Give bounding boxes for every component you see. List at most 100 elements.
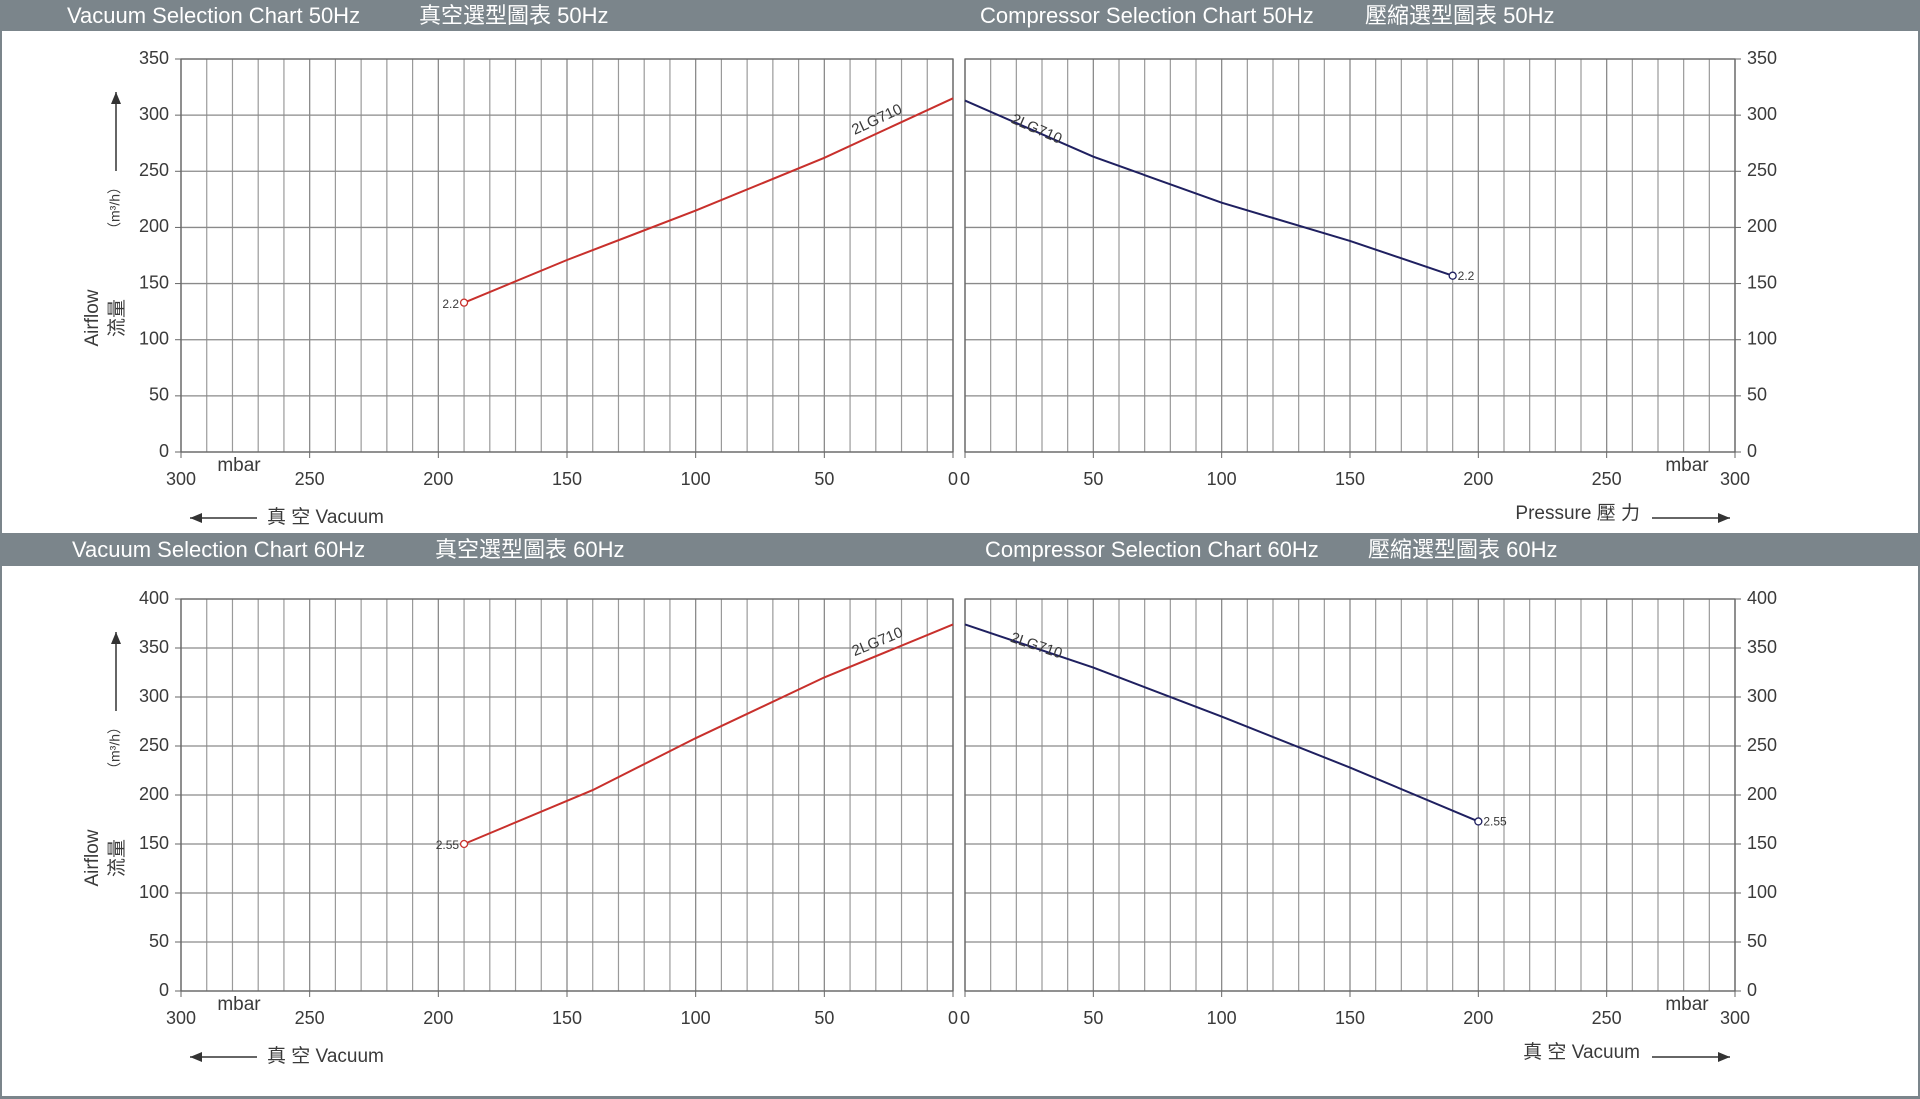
x-tick-label: 200: [1463, 1008, 1493, 1028]
chart-title: Compressor Selection Chart 50Hz: [980, 3, 1314, 28]
panel: [2, 31, 1918, 533]
arrow-head: [1718, 513, 1730, 523]
y-tick-label: 0: [159, 980, 169, 1000]
y-tick-label: 100: [1747, 882, 1777, 902]
y-tick-label: 250: [139, 735, 169, 755]
y-tick-label: 50: [149, 385, 169, 405]
x-tick-label: 250: [1592, 469, 1622, 489]
y-tick-label: 150: [139, 272, 169, 292]
x-unit-label: mbar: [1665, 994, 1709, 1015]
x-tick-label: 250: [1592, 1008, 1622, 1028]
x-tick-label: 300: [1720, 469, 1750, 489]
x-tick-label: 100: [681, 469, 711, 489]
x-tick-label: 150: [1335, 1008, 1365, 1028]
data-point: [1448, 271, 1457, 280]
x-tick-label: 150: [552, 1008, 582, 1028]
y-tick-label: 300: [1747, 104, 1777, 124]
plot-frame: [180, 58, 954, 453]
x-axis-label: 真 空 Vacuum: [267, 1045, 384, 1067]
arrow-head: [111, 632, 121, 644]
point-label: 2.2: [1458, 269, 1475, 283]
y-tick-label: 50: [1747, 385, 1767, 405]
plot-frame: [180, 598, 954, 992]
x-tick-label: 50: [814, 469, 834, 489]
x-tick-label: 200: [423, 1008, 453, 1028]
y-tick-label: 50: [1747, 931, 1767, 951]
x-tick-label: 200: [423, 469, 453, 489]
data-point: [459, 839, 469, 849]
x-tick-label: 100: [681, 1008, 711, 1028]
y-tick-label: 350: [139, 637, 169, 657]
header-bar: [0, 0, 1920, 31]
y-tick-label: 0: [1747, 980, 1757, 1000]
data-point: [459, 298, 469, 307]
x-tick-label: 100: [1207, 469, 1237, 489]
series-line: [463, 97, 954, 304]
data-point: [1474, 817, 1483, 826]
x-tick-label: 150: [552, 469, 582, 489]
y-tick-label: 300: [139, 104, 169, 124]
y-tick-label: 200: [1747, 216, 1777, 236]
arrow-head: [190, 513, 202, 523]
header-bar: [0, 535, 1920, 566]
y-tick-label: 350: [1747, 48, 1777, 68]
series-line: [964, 623, 1479, 823]
y-tick-label: 300: [139, 686, 169, 706]
y-tick-label: 150: [139, 833, 169, 853]
x-tick-label: 0: [960, 469, 970, 489]
series-line: [463, 623, 954, 845]
x-tick-label: 0: [948, 469, 958, 489]
point-label: 2.2: [442, 297, 459, 311]
y-axis-label-zh: 流量: [106, 839, 128, 877]
plot-frame: [964, 598, 1736, 992]
x-tick-label: 150: [1335, 469, 1365, 489]
y-tick-label: 400: [139, 588, 169, 608]
x-tick-label: 250: [295, 469, 325, 489]
x-tick-label: 0: [960, 1008, 970, 1028]
x-axis-label: 真 空 Vacuum: [267, 506, 384, 528]
series-line: [964, 99, 1453, 277]
y-tick-label: 350: [1747, 637, 1777, 657]
x-tick-label: 100: [1207, 1008, 1237, 1028]
y-tick-label: 200: [1747, 784, 1777, 804]
y-axis-label-zh: 流量: [106, 299, 128, 337]
y-tick-label: 150: [1747, 833, 1777, 853]
x-tick-label: 200: [1463, 469, 1493, 489]
x-tick-label: 50: [1083, 469, 1103, 489]
point-label: 2.55: [436, 838, 460, 852]
chart-title-zh: 壓縮選型圖表 50Hz: [1365, 3, 1554, 28]
y-tick-label: 0: [159, 441, 169, 461]
y-tick-label: 100: [139, 328, 169, 348]
y-unit-label: （m³/h）: [107, 720, 123, 776]
x-unit-label: mbar: [1665, 455, 1709, 476]
y-tick-label: 200: [139, 784, 169, 804]
y-unit-label: （m³/h）: [107, 180, 123, 236]
y-tick-label: 250: [1747, 160, 1777, 180]
chart-title: Compressor Selection Chart 60Hz: [985, 537, 1319, 562]
y-tick-label: 250: [1747, 735, 1777, 755]
y-tick-label: 400: [1747, 588, 1777, 608]
chart-title: Vacuum Selection Chart 60Hz: [72, 537, 365, 562]
y-tick-label: 350: [139, 48, 169, 68]
plot-frame: [964, 58, 1736, 453]
y-tick-label: 150: [1747, 272, 1777, 292]
x-tick-label: 0: [948, 1008, 958, 1028]
x-unit-label: mbar: [217, 994, 261, 1015]
x-tick-label: 300: [166, 1008, 196, 1028]
y-tick-label: 300: [1747, 686, 1777, 706]
chart-title-zh: 真空選型圖表 60Hz: [435, 537, 624, 562]
chart-title-zh: 壓縮選型圖表 60Hz: [1368, 537, 1557, 562]
chart-title: Vacuum Selection Chart 50Hz: [67, 3, 360, 28]
y-tick-label: 250: [139, 160, 169, 180]
arrow-head: [1718, 1052, 1730, 1062]
x-unit-label: mbar: [217, 455, 261, 476]
x-tick-label: 50: [814, 1008, 834, 1028]
x-tick-label: 250: [295, 1008, 325, 1028]
arrow-head: [111, 92, 121, 104]
x-tick-label: 300: [166, 469, 196, 489]
panel: [2, 566, 1918, 1096]
y-tick-label: 50: [149, 931, 169, 951]
x-tick-label: 50: [1083, 1008, 1103, 1028]
y-tick-label: 100: [1747, 328, 1777, 348]
